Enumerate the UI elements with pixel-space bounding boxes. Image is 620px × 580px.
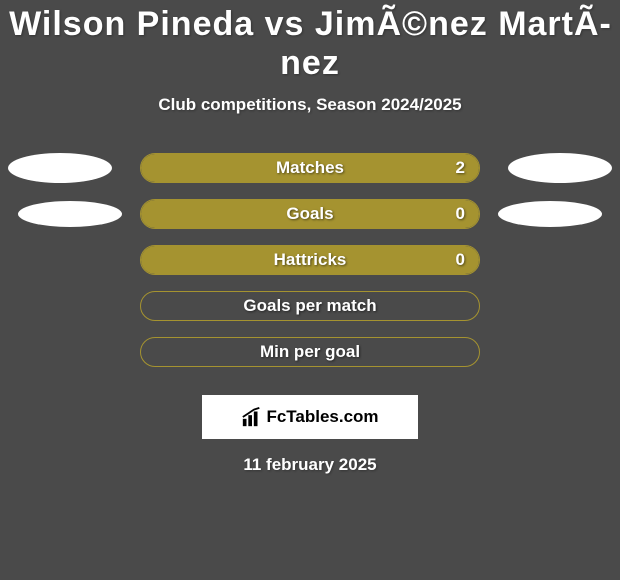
stat-bar: Min per goal [140,337,480,367]
ellipse-left-icon [8,153,112,183]
stat-bar: Hattricks 0 [140,245,480,275]
stat-bar: Matches 2 [140,153,480,183]
logo-text: FcTables.com [266,407,378,427]
stat-row-goals-per-match: Goals per match [0,283,620,329]
ellipse-left-icon [18,201,122,227]
stat-label: Matches [141,158,479,178]
stat-label: Min per goal [141,342,479,362]
logo-box: FcTables.com [202,395,418,439]
infographic-container: Wilson Pineda vs JimÃ©nez MartÃ­nez Club… [0,0,620,475]
stat-bar: Goals per match [140,291,480,321]
stat-label: Goals [141,204,479,224]
stat-label: Hattricks [141,250,479,270]
stat-row-min-per-goal: Min per goal [0,329,620,375]
stat-value: 0 [456,250,465,270]
stat-value: 0 [456,204,465,224]
ellipse-right-icon [508,153,612,183]
stat-row-goals: Goals 0 [0,191,620,237]
date-text: 11 february 2025 [0,455,620,475]
ellipse-right-icon [498,201,602,227]
stat-row-hattricks: Hattricks 0 [0,237,620,283]
stat-label: Goals per match [141,296,479,316]
chart-icon [241,406,263,428]
stat-row-matches: Matches 2 [0,145,620,191]
page-title: Wilson Pineda vs JimÃ©nez MartÃ­nez [0,5,620,83]
stats-area: Matches 2 Goals 0 Hattricks 0 [0,145,620,375]
stat-value: 2 [456,158,465,178]
subtitle: Club competitions, Season 2024/2025 [0,95,620,115]
stat-bar: Goals 0 [140,199,480,229]
